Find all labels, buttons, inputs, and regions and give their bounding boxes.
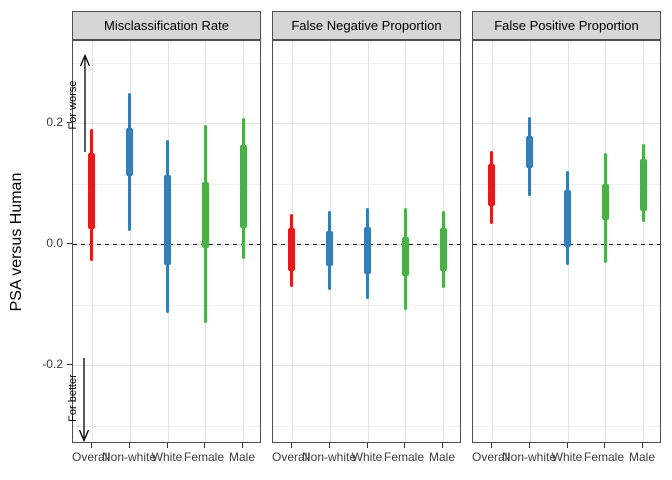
interval-inner-white	[164, 175, 171, 266]
x-axis-label: White	[151, 450, 183, 464]
facet-title: False Negative Proportion	[291, 18, 442, 33]
annotation-for-better: For better	[67, 374, 79, 422]
x-axis-label: Female	[183, 450, 224, 464]
x-axis-tick	[442, 443, 443, 448]
interval-inner-male	[439, 227, 447, 271]
x-axis-tick	[242, 443, 243, 448]
y-axis-tick	[67, 364, 72, 365]
minor-gridline	[473, 425, 660, 427]
major-gridline	[473, 123, 660, 124]
major-gridline	[273, 365, 460, 366]
minor-gridline	[473, 304, 660, 306]
interval-inner-overall	[88, 152, 96, 230]
x-axis-tick	[604, 443, 605, 448]
x-axis-tick	[491, 443, 492, 448]
interval-inner-non-white	[126, 127, 134, 177]
interval-inner-non-white	[326, 230, 334, 266]
x-axis-tick	[367, 443, 368, 448]
x-axis-tick	[291, 443, 292, 448]
annotation-for-worse: For worse	[67, 80, 79, 130]
minor-gridline	[73, 425, 260, 427]
minor-gridline	[273, 425, 460, 427]
x-axis-tick	[329, 443, 330, 448]
interval-inner-female	[201, 182, 209, 248]
x-axis-label: Male	[628, 450, 655, 464]
x-axis-tick	[642, 443, 643, 448]
vertical-gridline	[130, 41, 131, 442]
x-axis-tick	[129, 443, 130, 448]
minor-gridline	[273, 62, 460, 64]
interval-inner-non-white	[526, 136, 534, 168]
minor-gridline	[273, 304, 460, 306]
major-gridline	[73, 365, 260, 366]
facet-strip: Misclassification Rate	[72, 11, 261, 40]
interval-inner-male	[239, 145, 247, 228]
major-gridline	[273, 123, 460, 124]
interval-inner-white	[364, 226, 371, 275]
x-axis-label: Non-white	[501, 450, 557, 464]
x-axis-label: White	[351, 450, 383, 464]
vertical-gridline	[492, 41, 493, 442]
y-axis-tick	[67, 122, 72, 123]
minor-gridline	[473, 62, 660, 64]
x-axis-tick	[404, 443, 405, 448]
x-axis-label: Non-white	[301, 450, 357, 464]
y-axis-tick-label: 0.2	[46, 115, 63, 129]
y-axis-tick-label: 0.0	[46, 236, 63, 250]
interval-inner-male	[639, 158, 647, 212]
x-axis-label: Male	[428, 450, 455, 464]
facet-title: Misclassification Rate	[104, 18, 229, 33]
x-axis-tick	[204, 443, 205, 448]
interval-inner-overall	[488, 164, 496, 207]
facet-strip: False Negative Proportion	[272, 11, 461, 40]
y-axis-tick	[67, 243, 72, 244]
arrow-down-icon	[78, 358, 90, 443]
interval-inner-white	[564, 190, 571, 248]
major-gridline	[473, 365, 660, 366]
interval-inner-female	[401, 237, 409, 276]
panel-2	[272, 40, 461, 443]
x-axis-label: White	[551, 450, 583, 464]
panel-3	[472, 40, 661, 443]
x-axis-label: Overall	[71, 450, 110, 464]
x-axis-tick	[91, 443, 92, 448]
major-gridline	[73, 123, 260, 124]
vertical-gridline	[530, 41, 531, 442]
facet-strip: False Positive Proportion	[472, 11, 661, 40]
x-axis-tick	[567, 443, 568, 448]
arrow-up-icon	[79, 53, 91, 152]
y-axis-tick-label: -0.2	[42, 357, 63, 371]
interval-inner-female	[601, 183, 609, 220]
x-axis-label: Overall	[271, 450, 310, 464]
x-axis-tick	[529, 443, 530, 448]
x-axis-label: Overall	[471, 450, 510, 464]
interval-inner-overall	[288, 227, 296, 271]
panel-1	[72, 40, 261, 443]
x-axis-label: Female	[583, 450, 624, 464]
facet-title: False Positive Proportion	[494, 18, 639, 33]
x-axis-tick	[167, 443, 168, 448]
x-axis-label: Male	[228, 450, 255, 464]
vertical-gridline	[643, 41, 644, 442]
x-axis-label: Female	[383, 450, 424, 464]
minor-gridline	[273, 183, 460, 185]
x-axis-label: Non-white	[101, 450, 157, 464]
minor-gridline	[73, 62, 260, 64]
